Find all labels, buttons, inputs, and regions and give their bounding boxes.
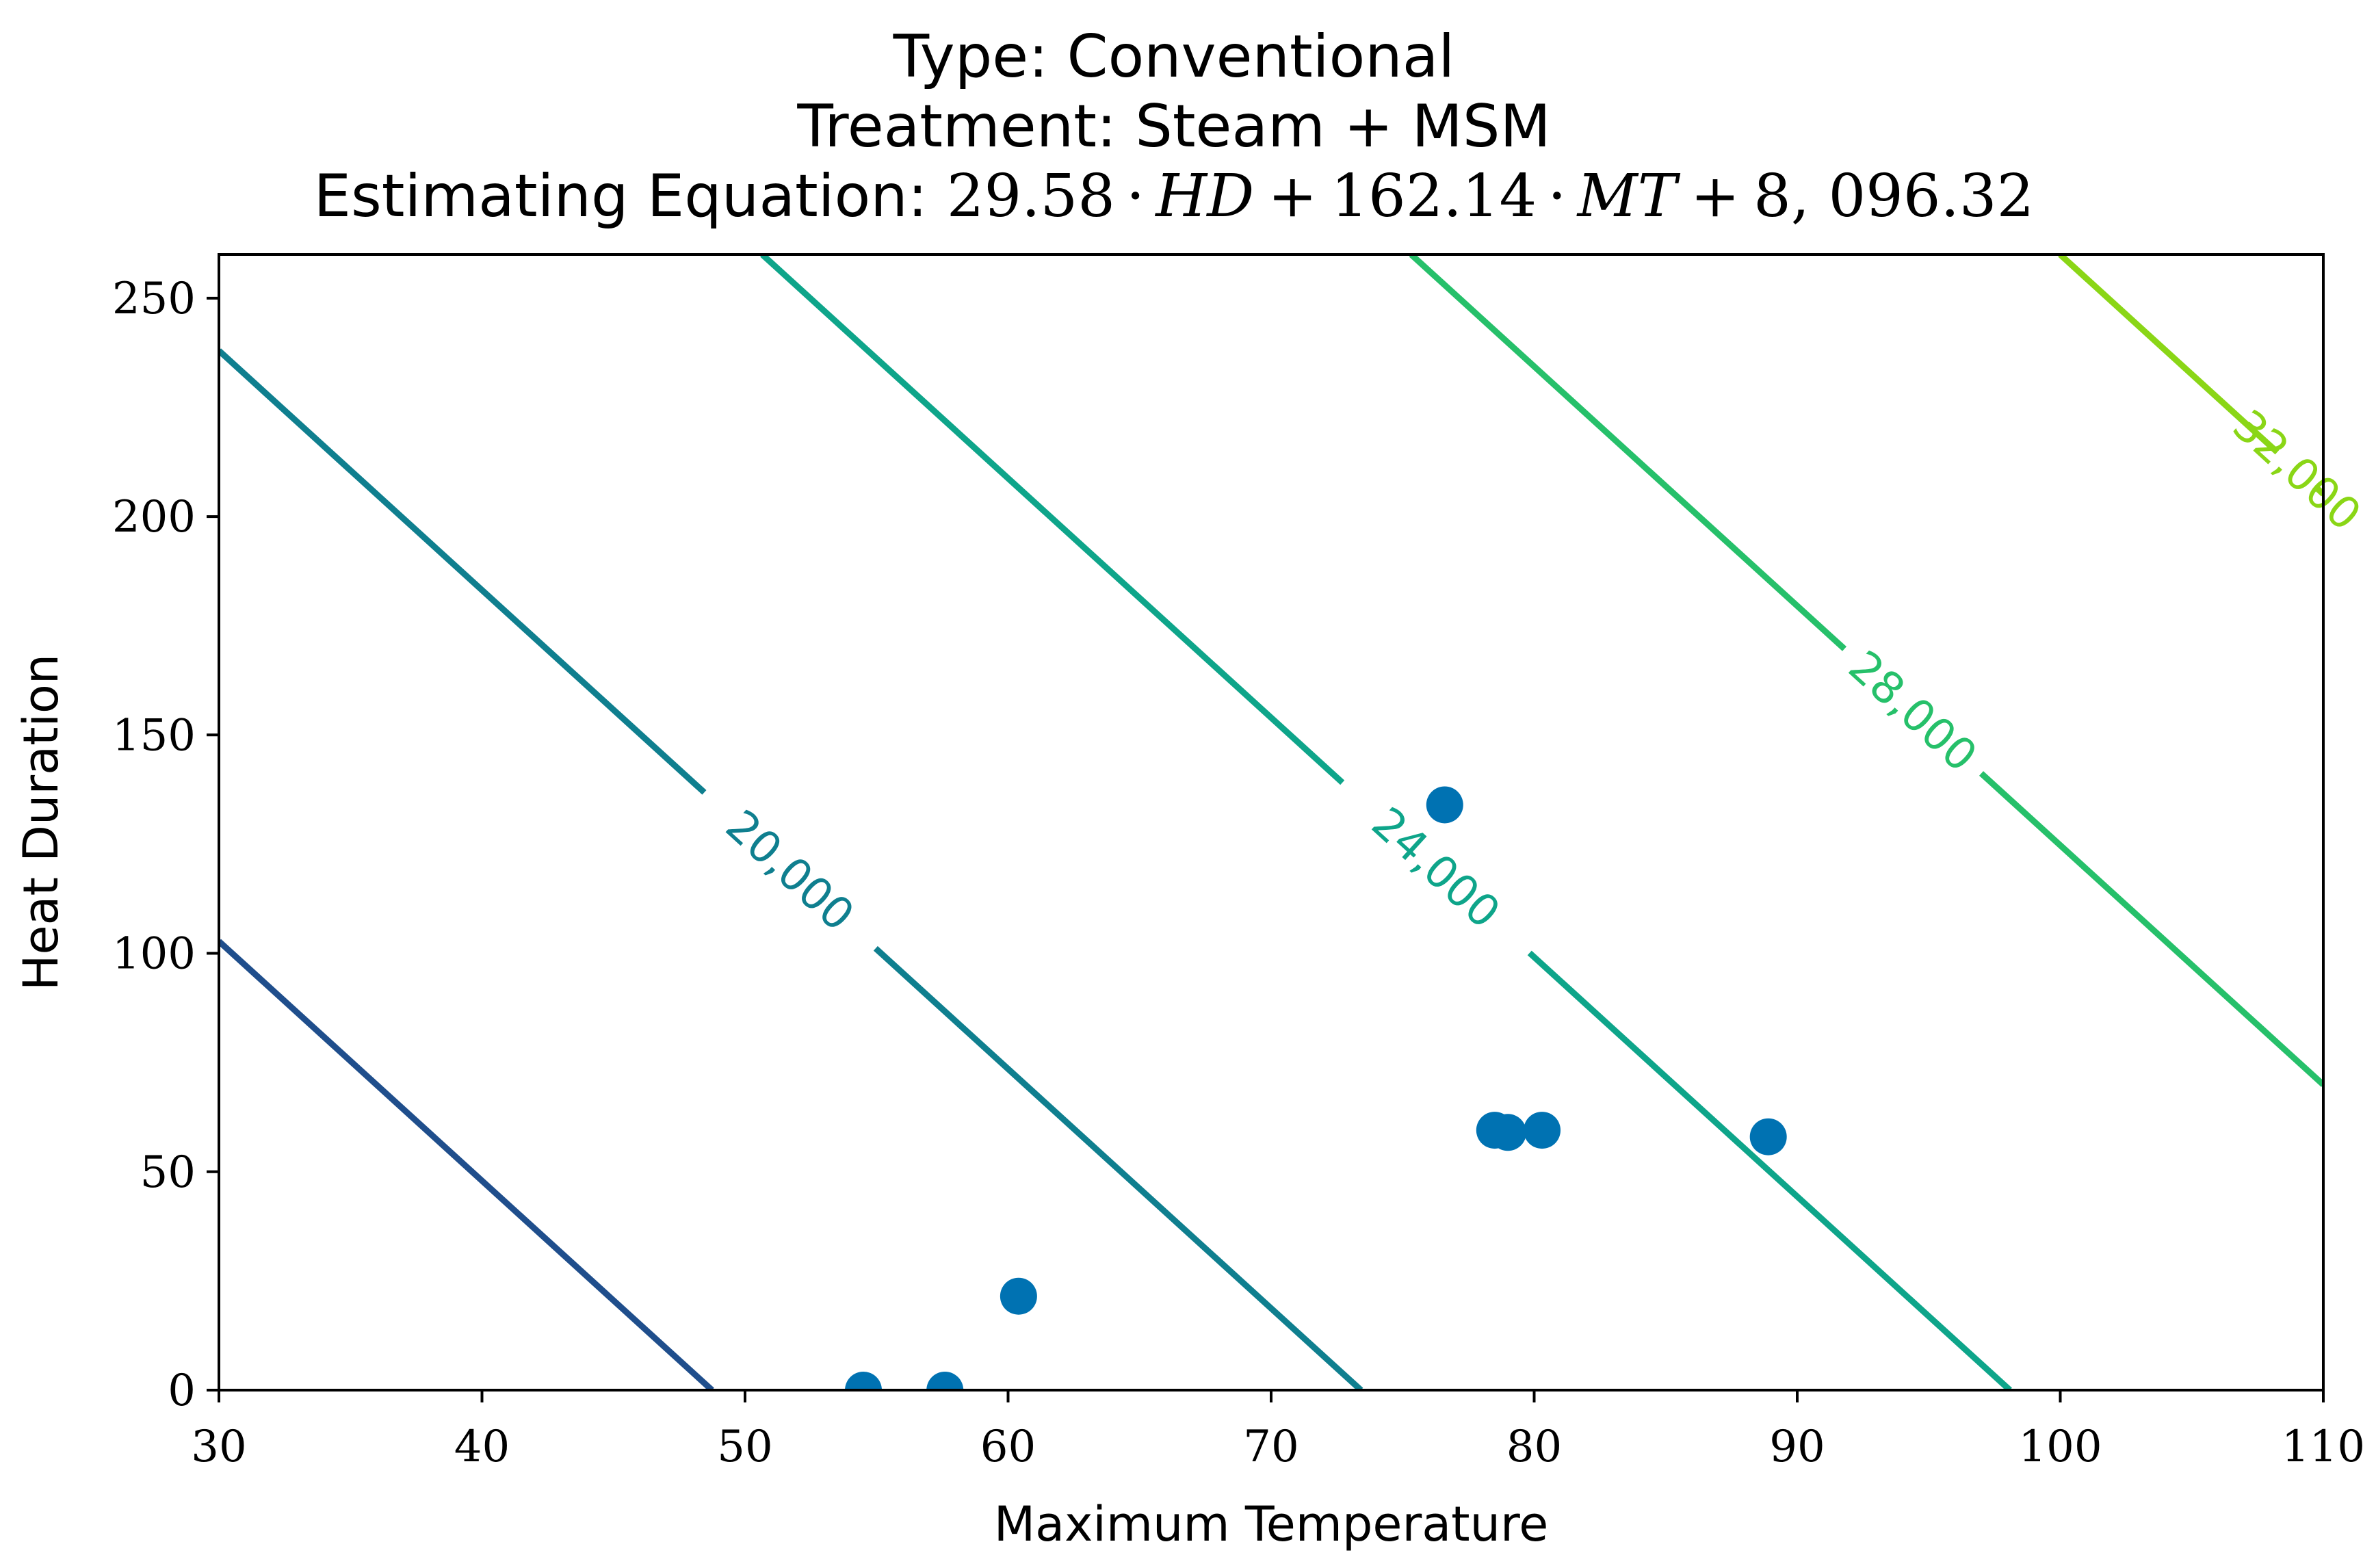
- equation-dot-1: ·: [1126, 162, 1145, 231]
- data-point: [926, 1372, 964, 1390]
- title-type: Type: Conventional: [893, 23, 1455, 91]
- x-axis-label: Maximum Temperature: [994, 1496, 1549, 1552]
- title-equation: Estimating Equation: 29.58 · HD + 162.14…: [314, 162, 2035, 231]
- x-tick-label: 100: [2018, 1422, 2102, 1472]
- x-axis: 30 40 50 60 70 80 90 100 110: [191, 1390, 2365, 1472]
- plot-frame: [218, 253, 2325, 1391]
- contour-label-20000: 20,000: [716, 800, 863, 941]
- equation-dot-2: ·: [1548, 162, 1566, 231]
- contour-line-24000: [1527, 950, 2012, 1390]
- y-tick-label: 0: [168, 1366, 196, 1416]
- contour-line-20000: [873, 945, 1363, 1390]
- equation-var-mt: MT: [1576, 162, 1681, 231]
- contour-label-28000: 28,000: [1839, 641, 1986, 781]
- data-point: [1749, 1118, 1787, 1155]
- contour-line-16000: [219, 939, 714, 1390]
- equation-var-hd: HD: [1154, 162, 1254, 231]
- contour-line-28000: [1979, 771, 2323, 1087]
- data-points: [845, 786, 1787, 1390]
- x-tick-label: 50: [717, 1422, 772, 1472]
- equation-plus-2: +: [1690, 162, 1740, 231]
- contour-line-24000: [760, 254, 1345, 785]
- y-tick-label: 200: [112, 492, 196, 543]
- x-tick-label: 60: [980, 1422, 1036, 1472]
- x-tick-label: 30: [191, 1422, 246, 1472]
- equation-plus-1: +: [1268, 162, 1317, 231]
- equation-intercept: 8, 096.32: [1753, 162, 2034, 231]
- x-tick-label: 90: [1769, 1422, 1825, 1472]
- contour-line-20000: [219, 348, 707, 795]
- equation-prefix: Estimating Equation:: [314, 162, 928, 231]
- contour-line-28000: [1409, 254, 1847, 651]
- data-point: [845, 1372, 883, 1390]
- title-treatment: Treatment: Steam + MSM: [796, 92, 1550, 161]
- data-point: [1426, 786, 1463, 824]
- x-tick-label: 70: [1243, 1422, 1298, 1472]
- chart-title: Type: Conventional Treatment: Steam + MS…: [314, 23, 2035, 231]
- x-tick-label: 110: [2282, 1422, 2365, 1472]
- equation-coef-mt: 162.14: [1331, 162, 1537, 231]
- y-axis-label: Heat Duration: [13, 654, 69, 991]
- y-axis: 0 50 100 150 200 250: [112, 274, 219, 1416]
- y-tick-label: 100: [112, 929, 196, 980]
- data-point: [1489, 1114, 1527, 1151]
- y-tick-label: 250: [112, 274, 196, 324]
- contour-label-32000: 32,000: [2223, 400, 2370, 540]
- contour-lines: [219, 254, 2323, 1390]
- x-tick-label: 80: [1506, 1422, 1562, 1472]
- x-tick-label: 40: [454, 1422, 510, 1472]
- data-point: [1000, 1277, 1037, 1315]
- data-point: [1524, 1112, 1561, 1149]
- equation-coef-hd: 29.58: [947, 162, 1115, 231]
- y-tick-label: 50: [140, 1147, 196, 1198]
- y-tick-label: 150: [112, 710, 196, 761]
- contour-line-32000: [2058, 254, 2280, 455]
